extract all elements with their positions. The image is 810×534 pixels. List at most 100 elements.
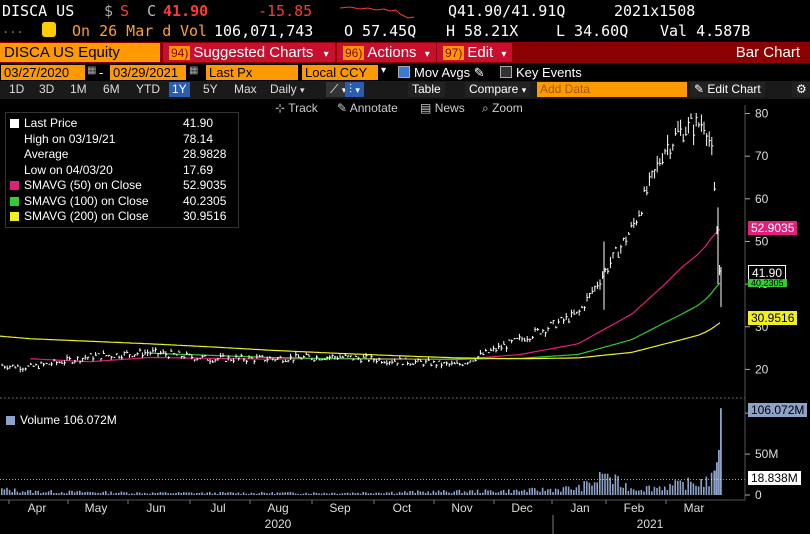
volume-bar [606, 473, 609, 495]
edit-number: 97) [443, 46, 465, 60]
key-events-toggle[interactable]: Key Events [500, 65, 582, 80]
period-ytd[interactable]: YTD [136, 82, 160, 96]
volume-bar [297, 493, 299, 495]
volume-bar [710, 472, 713, 495]
legend-swatch [10, 150, 19, 159]
volume-bar [534, 488, 536, 495]
volume-bar [159, 492, 162, 495]
x-tick-label: Jan [570, 501, 589, 515]
table-button[interactable]: Table [408, 82, 445, 97]
news-label: News [434, 101, 465, 115]
volume-bar [307, 493, 310, 495]
end-date-field[interactable]: 03/29/2021 [110, 65, 186, 80]
year-label: 2021 [637, 517, 664, 531]
volume-bar [567, 486, 570, 495]
track-label: Track [288, 101, 318, 115]
compare-label: Compare [469, 82, 519, 96]
quote-val: Val 4.587B [660, 22, 751, 40]
period-6m[interactable]: 6M [103, 82, 120, 96]
volume-bar [357, 492, 359, 495]
volume-bar [523, 489, 526, 495]
volume-bar [471, 490, 474, 495]
volume-bar [365, 492, 367, 495]
realtime-icon [42, 22, 56, 37]
news-tool[interactable]: ▤ News [420, 101, 465, 115]
frequency-select[interactable]: Daily ▾ [267, 82, 308, 97]
volume-bar [131, 493, 133, 495]
compare-button[interactable]: Compare ▾ [465, 82, 531, 97]
edit-chart-button[interactable]: ✎ Edit Chart [690, 82, 765, 97]
security-field[interactable]: DISCA US Equity [0, 43, 160, 62]
pencil-icon[interactable]: ✎ [473, 65, 485, 80]
edit-label: Edit [467, 44, 494, 61]
volume-bar [105, 491, 107, 495]
track-tool[interactable]: ⊹ Track [275, 101, 318, 115]
volume-bar [528, 488, 531, 495]
volume-bar [599, 471, 601, 495]
quote-high: H 58.21X [446, 22, 519, 40]
volume-bar [492, 491, 494, 495]
volume-bar [203, 493, 206, 495]
volume-bar [68, 490, 71, 495]
volume-bar [315, 492, 318, 495]
volume-bar [411, 491, 414, 495]
moving-average-line [29, 228, 721, 363]
legend-label: Last Price [24, 116, 78, 130]
chevron-down-icon[interactable]: ▾ [381, 65, 387, 76]
volume-bar [562, 487, 565, 495]
volume-bar [167, 493, 169, 495]
mov-avgs-toggle[interactable]: Mov Avgs ✎ [398, 65, 485, 81]
legend-value: 78.14 [183, 131, 214, 146]
period-1y[interactable]: 1Y [169, 82, 190, 97]
zoom-icon: ⌕ [482, 101, 489, 115]
period-1m[interactable]: 1M [70, 82, 87, 96]
frequency-label: Daily [270, 82, 297, 96]
currency-select[interactable]: Local CCY [302, 65, 378, 80]
volume-bar [505, 492, 507, 495]
volume-bar [237, 492, 240, 495]
bar-style-button[interactable]: ⫶ ▾ [345, 82, 364, 97]
legend-swatch [10, 135, 19, 144]
actions-menu[interactable]: 96) Actions ▾ [337, 43, 436, 62]
volume-bar [658, 486, 661, 495]
volume-bar [232, 492, 234, 495]
edit-menu[interactable]: 97) Edit ▾ [437, 43, 513, 62]
volume-bar [198, 492, 201, 495]
pencil-icon: ✎ [694, 82, 705, 96]
price-field-select[interactable]: Last Px [206, 65, 298, 80]
calendar-icon[interactable]: ▦ [87, 65, 97, 76]
volume-bar [419, 491, 422, 495]
volume-bar [102, 491, 104, 495]
volume-bar [86, 491, 89, 495]
volume-bar [409, 491, 411, 495]
start-date-field[interactable]: 03/27/2020 [1, 65, 85, 80]
volume-bar [500, 490, 502, 495]
calendar-icon[interactable]: ▦ [189, 65, 199, 76]
volume-bar [112, 493, 115, 495]
volume-bar [458, 489, 461, 495]
volume-bar [170, 493, 172, 495]
period-5y[interactable]: 5Y [203, 82, 218, 96]
legend-entry: Average 28.9828 [10, 147, 226, 161]
sparkline [340, 6, 415, 19]
volume-bar [443, 490, 445, 495]
volume-bar [97, 492, 99, 495]
volume-bar [123, 492, 125, 495]
volume-bar [638, 490, 640, 495]
volume-bar [549, 488, 552, 495]
zoom-tool[interactable]: ⌕ Zoom [482, 101, 523, 116]
line-style-button[interactable]: ⟋ ▾ [326, 82, 351, 97]
period-max[interactable]: Max [234, 82, 257, 96]
volume-bar [476, 489, 479, 495]
period-3d[interactable]: 3D [39, 82, 55, 96]
settings-gear-icon[interactable]: ⚙ [792, 82, 810, 97]
volume-tick-label: 0 [755, 488, 762, 502]
suggested-charts-menu[interactable]: 94) Suggested Charts ▾ [163, 43, 335, 62]
volume-bar [29, 490, 32, 495]
volume-bar [201, 492, 203, 495]
annotate-tool[interactable]: ✎ Annotate [337, 101, 398, 115]
period-1d[interactable]: 1D [9, 82, 25, 96]
add-data-input[interactable]: Add Data [537, 82, 687, 97]
volume-bar [526, 492, 528, 495]
